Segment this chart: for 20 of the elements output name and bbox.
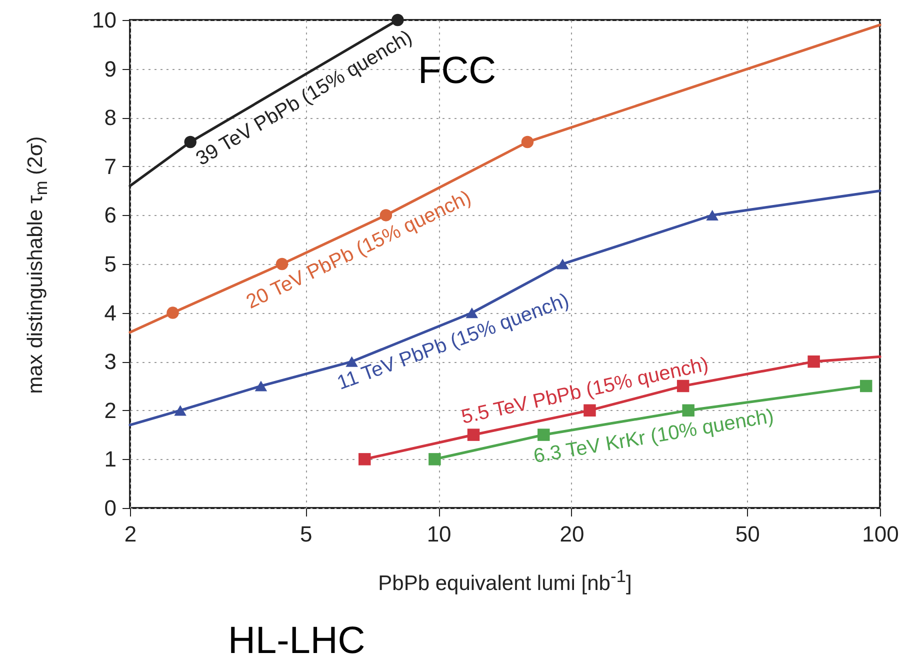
y-tick-label: 4: [104, 300, 116, 326]
y-tick-label: 5: [104, 252, 116, 276]
x-tick-label: 5: [300, 522, 312, 546]
y-tick-label: 2: [104, 398, 116, 423]
y-tick-label: 1: [104, 446, 116, 472]
x-axis-title: PbPb equivalent lumi [nb$^{-1}$]: [378, 566, 632, 596]
y-tick-label: 0: [104, 496, 116, 520]
y-tick-label: 6: [104, 202, 116, 228]
y-tick-label: 7: [104, 154, 116, 179]
y-tick-label: 8: [104, 105, 116, 130]
x-tick-label: 2: [124, 522, 137, 546]
x-tick-label: 50: [735, 522, 760, 546]
annotation: FCC: [418, 50, 496, 93]
text: HL-LHC: [228, 620, 366, 658]
y-tick-label: 3: [104, 349, 116, 374]
y-tick-label: 10: [92, 8, 116, 32]
y-tick-label: 9: [104, 56, 116, 82]
x-tick-label: 10: [426, 522, 452, 546]
x-tick-label: 20: [560, 522, 584, 546]
x-tick-label: 100: [862, 522, 899, 546]
